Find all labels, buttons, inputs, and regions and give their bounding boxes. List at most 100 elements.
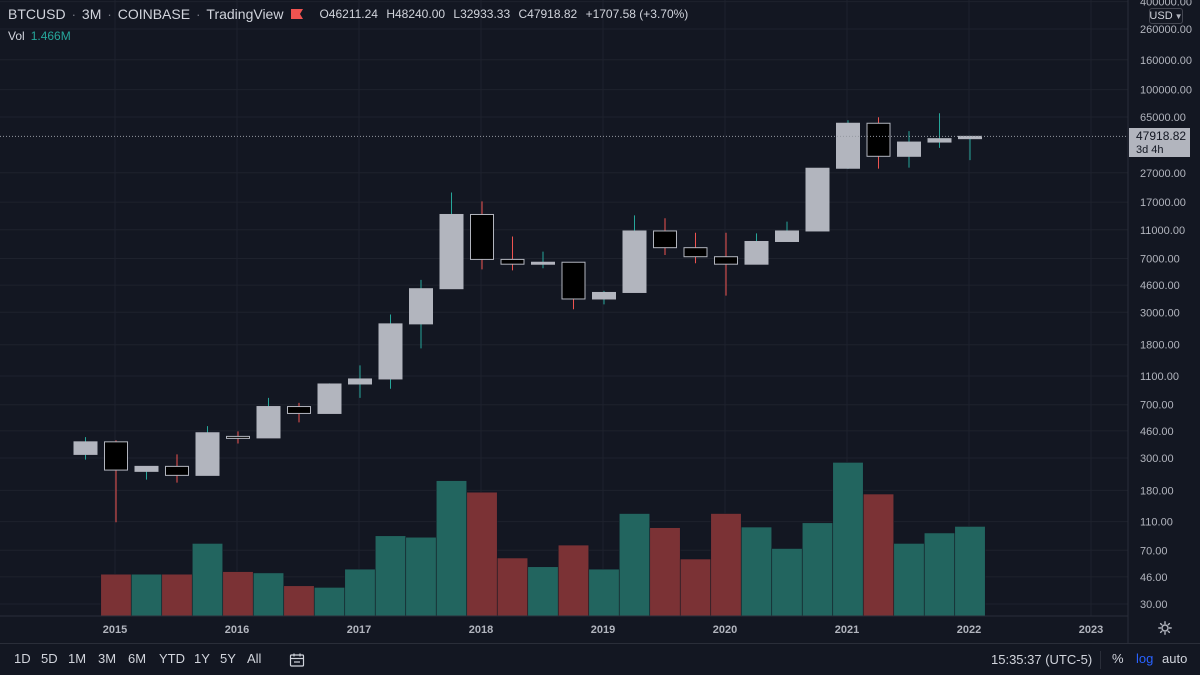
candle-body [348, 378, 372, 385]
symbol-name[interactable]: BTCUSD [8, 6, 66, 22]
range-button-1d[interactable]: 1D [14, 651, 31, 666]
volume-bar [557, 544, 590, 617]
price-axis-label: 70.00 [1140, 545, 1168, 557]
high-key: H [386, 7, 395, 21]
chevron-down-icon: ▼ [1174, 11, 1183, 21]
candle-body [73, 441, 98, 455]
high-value: 48240.00 [394, 7, 446, 21]
low-key: L [453, 7, 461, 21]
candle-body [134, 465, 159, 472]
price-axis-label: 100000.00 [1140, 85, 1192, 97]
volume-bar [618, 513, 651, 617]
price-axis-label: 3000.00 [1140, 307, 1180, 319]
calendar-goto-icon[interactable] [289, 652, 305, 668]
volume-bar [527, 566, 559, 617]
volume-bar [771, 548, 803, 617]
volume-bar [710, 513, 742, 617]
candle-body [836, 122, 860, 169]
open-value: 46211.24 [328, 7, 378, 21]
volume-legend: Vol 1.466M [8, 29, 71, 43]
open-key: O [319, 7, 329, 21]
candle-body [897, 141, 921, 157]
range-button-5d[interactable]: 5D [41, 651, 58, 666]
candle-body [714, 256, 738, 265]
price-axis-label: 1100.00 [1140, 371, 1179, 383]
volume-bar [161, 573, 193, 617]
candle-body [683, 247, 708, 258]
volume-bar [191, 543, 224, 617]
toolbar-divider [1100, 651, 1101, 669]
volume-bar [252, 572, 285, 617]
volume-value: 1.466M [30, 29, 71, 43]
percent-scale-button[interactable]: % [1112, 651, 1124, 666]
candle-body [165, 465, 189, 476]
volume-bar [862, 493, 895, 617]
legend-separator: · [196, 6, 201, 22]
time-axis-label: 2015 [103, 624, 127, 636]
legend-separator: · [71, 6, 76, 22]
volume-bar [405, 536, 437, 617]
price-axis[interactable]: 400000.00 260000.00 160000.00 100000.00 6500… [1140, 0, 1192, 611]
bar-countdown: 3d 4h [1136, 144, 1164, 156]
volume-bar [222, 571, 254, 617]
market-status-flag-icon[interactable] [291, 9, 304, 19]
candle-body [195, 432, 220, 476]
log-scale-button[interactable]: log [1136, 651, 1154, 666]
gear-icon[interactable] [1158, 621, 1172, 635]
price-axis-label: 27000.00 [1140, 168, 1186, 180]
time-axis-label: 2018 [469, 624, 493, 636]
range-button-3m[interactable]: 3M [98, 651, 117, 666]
last-price-badge [1129, 128, 1190, 157]
legend-separator: · [107, 6, 112, 22]
candle-body [439, 213, 464, 290]
last-price-label: 47918.82 3d 4h [1129, 128, 1190, 157]
candle-body [561, 261, 586, 300]
candle-body [775, 230, 799, 242]
timezone-clock[interactable]: 15:35:37 (UTC-5) [991, 652, 1093, 667]
range-button-1m[interactable]: 1M [68, 651, 87, 666]
range-button-6m[interactable]: 6M [128, 651, 147, 666]
volume-bar [100, 573, 132, 617]
time-axis-label: 2020 [713, 624, 737, 636]
volume-bar [435, 480, 468, 617]
candle-body [226, 435, 250, 439]
price-axis-label: 110.00 [1140, 517, 1173, 529]
data-source-label: TradingView [206, 6, 284, 22]
candle-body [531, 261, 555, 265]
time-axis-label: 2017 [347, 624, 371, 636]
time-axis-label: 2021 [835, 624, 859, 636]
candle-body [744, 240, 769, 265]
candle-body [104, 441, 128, 471]
price-axis-label: 7000.00 [1140, 253, 1180, 265]
price-axis-label: 46.00 [1140, 572, 1168, 584]
volume-bar [313, 587, 346, 617]
candle-body [958, 135, 982, 140]
low-value: 32933.33 [460, 7, 511, 21]
price-axis-label: 180.00 [1140, 485, 1174, 497]
price-axis-label: 65000.00 [1140, 112, 1186, 124]
volume-bar [679, 558, 712, 617]
candle-body [622, 230, 647, 293]
volume-bar [801, 522, 834, 617]
range-button-all[interactable]: All [247, 651, 262, 666]
price-axis-label: 4600.00 [1140, 280, 1180, 292]
currency-selector[interactable]: USD ▼ [1149, 8, 1183, 24]
range-button-5y[interactable]: 5Y [220, 651, 236, 666]
volume-bar [954, 526, 986, 617]
candle-body [317, 383, 342, 414]
volume-bar [130, 573, 163, 617]
price-axis-label: 17000.00 [1140, 197, 1186, 209]
range-button-ytd[interactable]: YTD [159, 651, 185, 666]
price-axis-label: 160000.00 [1140, 55, 1192, 67]
auto-scale-button[interactable]: auto [1162, 651, 1188, 666]
interval-label[interactable]: 3M [81, 6, 102, 22]
price-axis-label: 460.00 [1140, 426, 1174, 438]
price-axis-label: 260000.00 [1140, 24, 1192, 36]
volume-bar [893, 543, 925, 617]
time-axis[interactable]: 2015 2016 2017 2018 2019 2020 2021 2022 2023 [103, 624, 1103, 636]
price-axis-label: 11000.00 [1140, 225, 1185, 237]
candle-body [287, 406, 311, 414]
range-button-1y[interactable]: 1Y [194, 651, 210, 666]
change-value: +1707.58 (+3.70%) [585, 7, 689, 21]
